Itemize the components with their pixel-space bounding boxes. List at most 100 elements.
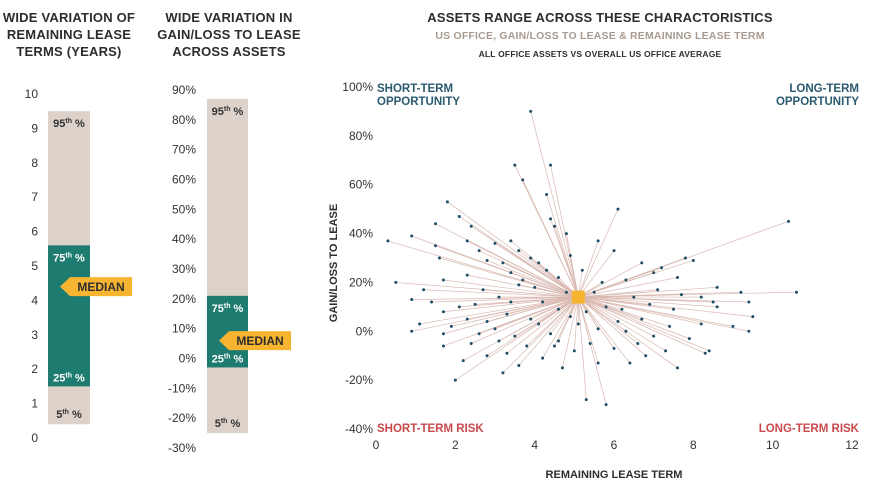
panel2-p75-label: 75th %	[212, 303, 244, 315]
data-point	[410, 298, 414, 302]
data-point	[652, 271, 656, 275]
panel2-range-bar	[207, 98, 248, 434]
quadrant-top-left-label: SHORT-TERM	[377, 83, 453, 95]
data-point	[580, 268, 584, 272]
data-point	[620, 307, 624, 311]
spoke-line	[578, 296, 615, 349]
panel3-scatter-chart: 0 2 4 6 8 10 12 -40% -20% 0% 20% 40% 60% 80% 100% REMAI…	[328, 80, 860, 481]
panel1-title-line: TERMS (YEARS)	[16, 44, 122, 59]
spoke-line	[486, 260, 579, 298]
spoke-line	[578, 296, 753, 317]
data-point	[668, 324, 672, 328]
data-point	[533, 285, 537, 289]
data-point	[394, 280, 398, 284]
data-point	[457, 214, 461, 218]
spoke-line	[455, 296, 579, 381]
data-point	[453, 378, 457, 382]
data-point	[457, 305, 461, 309]
data-point	[600, 280, 604, 284]
data-point	[747, 300, 751, 304]
data-point	[441, 310, 445, 314]
spoke-line	[578, 296, 749, 303]
data-point	[604, 305, 608, 309]
data-point	[568, 254, 572, 258]
spoke-line	[471, 296, 579, 344]
data-point	[731, 324, 735, 328]
spoke-line	[570, 255, 579, 298]
spoke-line	[546, 194, 579, 298]
panel1-title: WIDE VARIATION OF REMAINING LEASE TERMS …	[0, 9, 138, 60]
scatter-y-tick-label: -20%	[345, 373, 373, 387]
panel2-tick-label: 70%	[172, 143, 196, 157]
data-point	[493, 327, 497, 331]
data-point	[636, 342, 640, 345]
spoke-line	[522, 179, 579, 298]
spoke-line	[443, 296, 579, 347]
panel2-title: WIDE VARIATION IN GAIN/LOSS TO LEASE ACR…	[150, 9, 308, 60]
data-point	[437, 256, 441, 260]
panel1-tick-label: 0	[31, 431, 38, 445]
quadrant-top-right-label: OPPORTUNITY	[776, 96, 859, 108]
data-point	[588, 342, 592, 345]
spoke-line	[578, 296, 646, 356]
spoke-line	[577, 296, 607, 405]
data-point	[664, 349, 668, 353]
data-point	[418, 322, 422, 326]
scatter-x-tick-label: 8	[690, 438, 697, 452]
panel1-median-arrow	[60, 277, 132, 297]
scatter-x-tick-label: 4	[531, 438, 538, 452]
spoke-line	[443, 279, 579, 298]
data-point	[465, 317, 469, 321]
panel1-tick-label: 10	[25, 87, 39, 101]
data-point	[652, 334, 656, 338]
spoke-line	[443, 296, 579, 335]
spoke-line	[578, 296, 654, 337]
spoke-line	[578, 296, 749, 332]
data-point	[517, 283, 521, 287]
spoke-line	[419, 296, 579, 325]
data-point	[715, 285, 719, 289]
data-point	[672, 307, 675, 311]
data-point	[560, 366, 564, 370]
data-point	[549, 217, 553, 221]
data-point	[640, 317, 644, 321]
spoke-line	[502, 296, 579, 374]
data-point	[679, 293, 683, 297]
panel1-p25-label: 25th %	[53, 372, 85, 384]
data-point	[584, 310, 588, 314]
data-point	[501, 261, 505, 265]
us-office-average-marker	[571, 290, 585, 304]
quadrant-top-right-label: LONG-TERM	[789, 83, 859, 95]
panel2-title-line: WIDE VARIATION IN	[165, 10, 293, 25]
panel1-tick-label: 8	[31, 156, 38, 170]
spoke-line	[578, 294, 682, 298]
spoke-line	[578, 296, 710, 352]
data-point	[616, 320, 620, 324]
data-point	[386, 239, 390, 243]
data-point	[656, 288, 660, 292]
spoke-line	[447, 201, 579, 298]
spoke-line	[578, 296, 639, 344]
spoke-line	[578, 277, 678, 298]
spoke-line	[554, 296, 579, 347]
spoke-line	[451, 296, 579, 327]
data-point	[445, 200, 449, 204]
data-point	[545, 268, 549, 272]
data-point	[485, 258, 489, 262]
panel3-title: ASSETS RANGE ACROSS THESE CHARACTORISTIC…	[427, 10, 773, 25]
panel2-tick-label: 10%	[172, 322, 196, 336]
data-point	[787, 219, 791, 223]
scatter-x-tick-label: 12	[845, 438, 859, 452]
spoke-line	[423, 289, 579, 298]
data-point	[707, 349, 711, 353]
panel1-title-line: WIDE VARIATION OF	[2, 10, 136, 25]
spoke-line	[578, 296, 670, 327]
data-point	[556, 276, 560, 280]
spoke-line	[554, 226, 579, 298]
data-point	[596, 239, 600, 243]
panel2-tick-label: 60%	[172, 173, 196, 187]
panel2-p95-label: 95th %	[212, 106, 244, 118]
scatter-x-tick-label: 10	[766, 438, 780, 452]
data-point	[422, 288, 426, 292]
panel1-tick-label: 7	[31, 190, 38, 204]
